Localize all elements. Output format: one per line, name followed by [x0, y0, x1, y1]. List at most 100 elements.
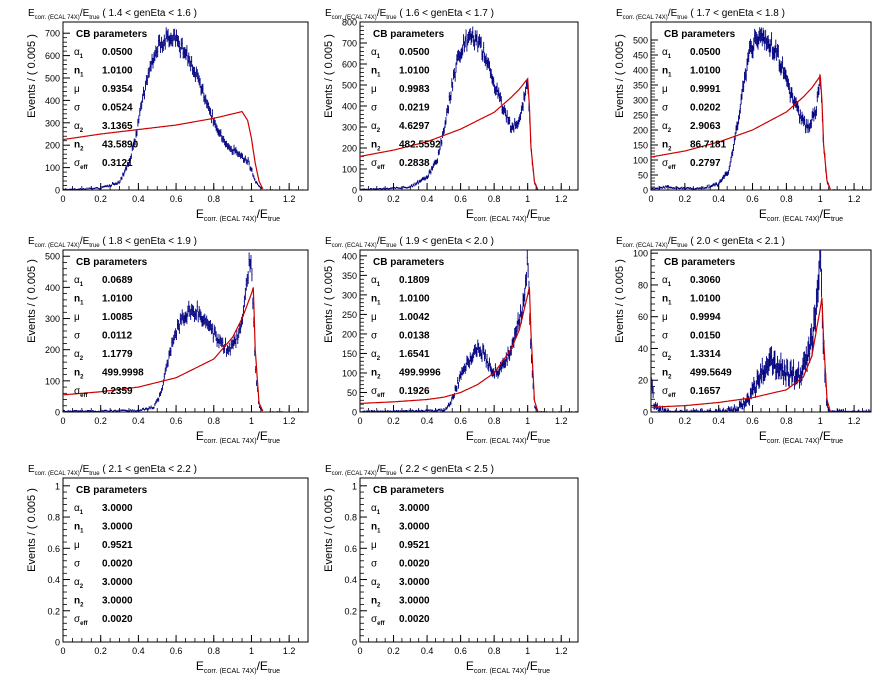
- x-tick-label: 0.4: [132, 194, 145, 204]
- text-part: α: [662, 275, 668, 286]
- param-value: 0.2797: [690, 158, 721, 169]
- legend-title: CB parameters: [373, 257, 445, 268]
- x-tick-label: 0: [60, 416, 65, 426]
- text-part: n: [74, 66, 80, 77]
- text-part: /: [377, 464, 380, 475]
- param-symbol: n1: [74, 522, 84, 535]
- text-part: /: [527, 207, 531, 221]
- x-axis-label: Ecorr. (ECAL 74X)/Etrue: [466, 659, 550, 675]
- text-part: n: [371, 596, 377, 607]
- param-symbol: n1: [662, 66, 672, 79]
- param-value: 3.1365: [102, 121, 133, 132]
- text-part: E: [83, 236, 90, 247]
- text-part: corr. (ECAL 74X): [332, 15, 377, 21]
- param-symbol: α1: [74, 275, 84, 288]
- text-part: E: [530, 659, 538, 673]
- x-axis-label: Ecorr. (ECAL 74X)/Etrue: [759, 429, 843, 445]
- data-series: [360, 26, 578, 190]
- text-part: α: [662, 121, 668, 132]
- param-value: 0.2838: [399, 158, 430, 169]
- x-tick-label: 0.2: [94, 194, 107, 204]
- x-tick-label: 0: [357, 416, 362, 426]
- param-value: 0.9521: [102, 540, 133, 551]
- y-tick-label: 500: [633, 36, 648, 46]
- param-value: 3.0000: [399, 522, 430, 533]
- y-tick-label: 0.6: [47, 544, 60, 554]
- y-tick-label: 0: [643, 186, 648, 196]
- text-part: true: [89, 471, 100, 477]
- text-part: μ: [371, 84, 377, 95]
- y-axis-label: Events / ( 0.005 ): [323, 34, 335, 118]
- x-tick-label: 1.2: [283, 646, 296, 656]
- x-tick-label: 0.8: [488, 646, 501, 656]
- param-value: 499.9996: [399, 368, 441, 379]
- text-part: 1: [668, 282, 672, 288]
- y-tick-label: 20: [638, 376, 648, 386]
- x-tick-label: 1: [249, 416, 254, 426]
- param-value: 1.0100: [102, 294, 133, 305]
- param-symbol: n1: [74, 66, 84, 79]
- text-part: /: [257, 659, 261, 673]
- y-tick-label: 150: [342, 349, 357, 359]
- text-part: n: [662, 140, 668, 151]
- y-axis-label: Events / ( 0.005 ): [614, 34, 626, 118]
- x-tick-label: 1.2: [555, 646, 568, 656]
- text-part: /: [820, 429, 824, 443]
- data-series: [63, 252, 308, 412]
- y-tick-label: 50: [347, 388, 357, 398]
- chart-panel-4: Ecorr. (ECAL 74X)/Etrue ( 1.8 < genEta <…: [26, 236, 309, 445]
- x-axis-label: Ecorr. (ECAL 74X)/Etrue: [196, 207, 280, 223]
- legend-title: CB parameters: [373, 29, 445, 40]
- x-tick-label: 0: [648, 416, 653, 426]
- y-tick-label: 500: [342, 81, 357, 91]
- y-tick-label: 200: [45, 141, 60, 151]
- y-tick-label: 40: [638, 344, 648, 354]
- text-part: μ: [74, 84, 80, 95]
- param-symbol: n1: [371, 66, 381, 79]
- text-part: E: [466, 659, 474, 673]
- param-value: 1.6541: [399, 349, 430, 360]
- panel-title: Ecorr. (ECAL 74X)/Etrue ( 1.6 < genEta <…: [325, 8, 494, 21]
- text-part: E: [196, 429, 204, 443]
- y-tick-label: 100: [633, 249, 648, 259]
- param-value: 3.0000: [102, 522, 133, 533]
- param-symbol: μ: [371, 84, 377, 95]
- param-value: 0.0524: [102, 103, 133, 114]
- text-part: /: [820, 207, 824, 221]
- text-part: 1: [668, 73, 672, 79]
- text-part: 2: [668, 356, 672, 362]
- y-tick-label: 0.8: [47, 513, 60, 523]
- y-tick-label: 200: [45, 345, 60, 355]
- param-symbol: σ: [74, 103, 81, 114]
- y-tick-label: 60: [638, 312, 648, 322]
- x-tick-label: 0.8: [208, 646, 221, 656]
- y-axis-label: Events / ( 0.005 ): [614, 259, 626, 343]
- text-part: 1: [80, 282, 84, 288]
- fit-curve: [360, 77, 539, 190]
- panel-title: Ecorr. (ECAL 74X)/Etrue ( 2.2 < genEta <…: [325, 464, 494, 477]
- param-value: 0.1657: [690, 386, 721, 397]
- text-part: E: [28, 236, 35, 247]
- text-part: E: [325, 464, 332, 475]
- x-tick-label: 1.2: [848, 194, 861, 204]
- text-part: corr. (ECAL 74X): [623, 15, 668, 21]
- x-tick-label: 0.6: [746, 416, 759, 426]
- text-part: E: [260, 659, 268, 673]
- x-tick-label: 0.2: [94, 646, 107, 656]
- text-part: σ: [662, 103, 669, 114]
- param-symbol: n1: [662, 294, 672, 307]
- panel-title: Ecorr. (ECAL 74X)/Etrue ( 2.1 < genEta <…: [28, 464, 197, 477]
- text-part: eff: [377, 393, 385, 399]
- x-tick-label: 1: [525, 416, 530, 426]
- param-value: 0.0500: [690, 47, 721, 58]
- param-symbol: n2: [371, 140, 381, 153]
- text-part: ( 1.7 < genEta < 1.8 ): [688, 8, 785, 19]
- text-part: 1: [377, 529, 381, 535]
- text-part: 1: [377, 301, 381, 307]
- y-axis-label: Events / ( 0.005 ): [26, 259, 38, 343]
- text-part: σ: [74, 331, 81, 342]
- text-part: /: [377, 236, 380, 247]
- text-part: n: [74, 294, 80, 305]
- param-value: 0.0112: [102, 331, 132, 342]
- param-symbol: σeff: [371, 614, 386, 627]
